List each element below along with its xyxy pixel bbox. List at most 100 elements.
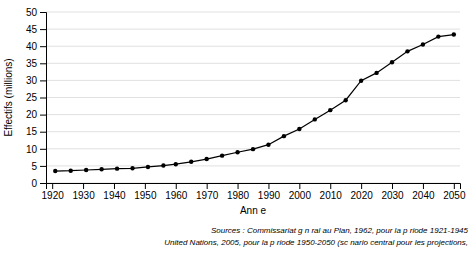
x-tick: 2030: [381, 183, 404, 201]
y-tick-mark: [40, 80, 46, 81]
x-tick-label: 1960: [165, 190, 188, 201]
y-tick-label: 25: [26, 92, 38, 103]
x-tick: 1920: [42, 183, 65, 201]
x-tick-label: 2020: [351, 190, 374, 201]
x-tick-mark: [330, 183, 331, 189]
y-tick: 20: [26, 109, 46, 120]
point: [390, 60, 394, 64]
y-tick: 30: [26, 75, 46, 86]
y-axis-line: [40, 13, 47, 184]
x-tick-label: 2050: [443, 190, 466, 201]
y-axis-title: Effectifs (millions): [3, 58, 14, 136]
y-tick: 45: [26, 24, 46, 35]
point: [359, 79, 363, 83]
source-note: United Nations, 2005, pour la p riode 19…: [164, 238, 468, 247]
source-note: Sources : Commissariat g n ral au Plan, …: [211, 226, 469, 235]
x-tick-label: 2030: [381, 190, 404, 201]
point: [99, 167, 103, 171]
x-axis-title: Ann e: [240, 205, 267, 216]
series: [53, 32, 456, 173]
x-tick-label: 1930: [72, 190, 95, 201]
chart: 1920193019401950196019701980199020002010…: [0, 0, 474, 257]
grid-line: [46, 12, 460, 13]
grid-line: [46, 114, 460, 115]
grid-line: [46, 131, 460, 132]
y-tick-mark: [40, 132, 46, 133]
point: [297, 127, 301, 131]
x-tick-label: 1920: [42, 190, 65, 201]
x-tick-mark: [52, 183, 53, 189]
x-tick: 1960: [165, 183, 188, 201]
x-tick: 2050: [443, 183, 466, 201]
point: [343, 98, 347, 102]
x-tick-label: 2040: [412, 190, 435, 201]
point: [220, 153, 224, 157]
x-axis-line: [47, 184, 461, 190]
y-tick-mark: [40, 29, 46, 30]
point: [405, 49, 409, 53]
y-tick: 10: [26, 144, 46, 155]
x-tick-mark: [238, 183, 239, 189]
plot-area: 1920193019401950196019701980199020002010…: [26, 7, 466, 201]
x-tick-mark: [423, 183, 424, 189]
x-tick: 1990: [258, 183, 281, 201]
y-tick-mark: [40, 63, 46, 64]
point: [115, 166, 119, 170]
y-tick: 5: [31, 161, 46, 172]
point: [374, 71, 378, 75]
x-tick-label: 1940: [103, 190, 126, 201]
x-tick-mark: [176, 183, 177, 189]
x-tick: 2020: [351, 183, 374, 201]
y-tick-label: 35: [26, 58, 38, 69]
y-tick-label: 10: [26, 144, 38, 155]
y-tick-label: 45: [26, 24, 38, 35]
x-tick: 1950: [134, 183, 157, 201]
x-tick: 2040: [412, 183, 435, 201]
x-tick: 2010: [320, 183, 343, 201]
y-tick-label: 0: [31, 178, 37, 189]
x-tick: 1970: [196, 183, 219, 201]
point: [282, 134, 286, 138]
y-tick: 50: [26, 7, 46, 18]
y-tick-mark: [40, 183, 46, 184]
x-tick-label: 2000: [289, 190, 312, 201]
x-tick-mark: [361, 183, 362, 189]
grid-line: [46, 29, 460, 30]
point: [161, 163, 165, 167]
grid-line: [46, 165, 460, 166]
point: [421, 42, 425, 46]
point: [266, 142, 270, 146]
y-tick-mark: [40, 98, 46, 99]
point: [146, 165, 150, 169]
x-tick-mark: [114, 183, 115, 189]
x-axis: 1920 1930 1940 1950 1960 1970 1980 1990 2000 2010…: [42, 183, 466, 201]
line: [55, 35, 454, 171]
y-tick: 40: [26, 41, 46, 52]
point: [452, 32, 456, 36]
y-tick-label: 50: [26, 7, 38, 18]
point: [53, 169, 57, 173]
x-tick-mark: [145, 183, 146, 189]
point: [235, 150, 239, 154]
x-tick-mark: [392, 183, 393, 189]
y-tick-mark: [40, 12, 46, 13]
y-tick-label: 30: [26, 75, 38, 86]
y-axis: 0 5 10 15 20 25 30 35 40 45 50: [26, 7, 47, 189]
y-tick-mark: [40, 149, 46, 150]
x-tick: 1980: [227, 183, 250, 201]
grid: [46, 12, 460, 183]
y-tick-label: 40: [26, 41, 38, 52]
point: [84, 168, 88, 172]
grid-line: [46, 46, 460, 47]
point: [189, 160, 193, 164]
y-tick: 15: [26, 126, 46, 137]
y-tick-label: 15: [26, 126, 38, 137]
point: [174, 162, 178, 166]
x-tick-mark: [454, 183, 455, 189]
x-tick: 2000: [289, 183, 312, 201]
point: [204, 157, 208, 161]
x-tick-mark: [83, 183, 84, 189]
y-tick-label: 5: [31, 161, 37, 172]
x-tick-label: 1950: [134, 190, 157, 201]
y-tick: 25: [26, 92, 46, 103]
